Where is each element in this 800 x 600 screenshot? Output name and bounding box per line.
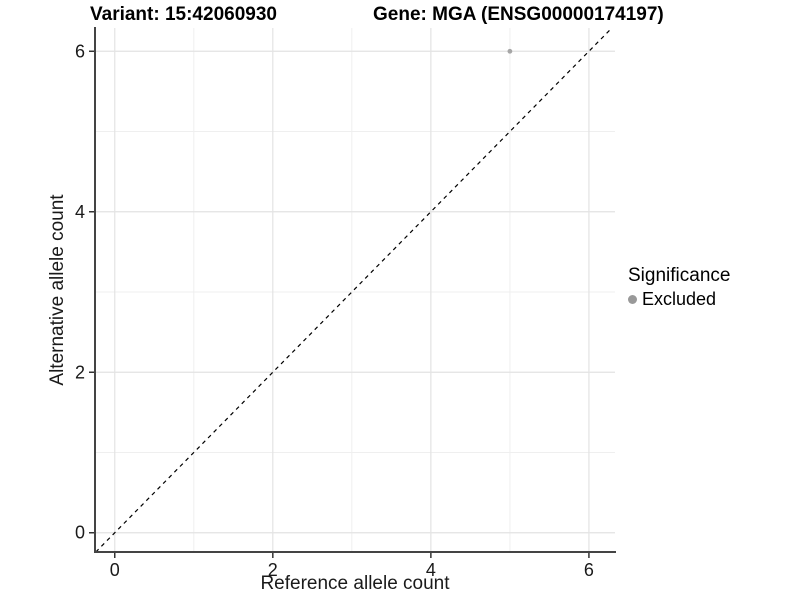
legend: Significance Excluded [628,265,730,309]
y-axis-title: Alternative allele count [47,194,68,386]
x-tick-label: 4 [426,560,436,580]
plot-title-variant: Variant: 15:42060930 [90,4,277,25]
y-tick-label: 6 [75,41,85,61]
x-tick-label: 6 [584,560,594,580]
x-tick-label: 0 [110,560,120,580]
legend-key-dot-icon [628,294,637,304]
x-tick-label: 2 [268,560,278,580]
legend-title: Significance [628,265,731,286]
x-axis-title: Reference allele count [260,573,450,594]
legend-item-label: Excluded [642,289,717,309]
y-tick-label: 2 [75,362,85,382]
identity-dashed-line [95,27,613,553]
data-point [507,48,513,54]
legend-item-excluded: Excluded [628,289,730,309]
y-tick-label: 4 [75,202,85,222]
plot-title-gene: Gene: MGA (ENSG00000174197) [373,4,664,25]
y-tick-label: 0 [75,523,85,543]
